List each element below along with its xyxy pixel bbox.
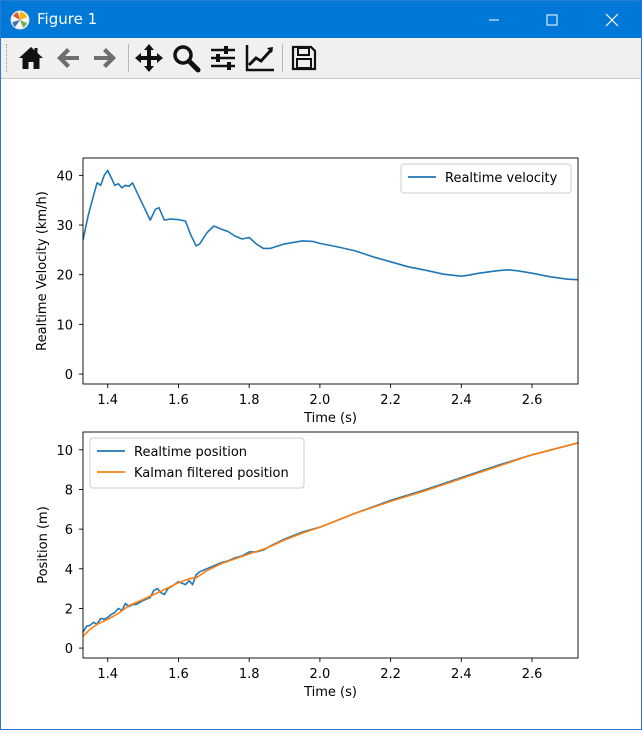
y-tick-label: 40: [56, 169, 73, 184]
y-tick-label: 30: [56, 219, 73, 234]
axes-frame: [82, 431, 579, 659]
edit-axis-icon: [245, 45, 274, 72]
series-line-kalman-filtered-position: [83, 442, 578, 637]
x-tick-label: 2.4: [451, 667, 472, 682]
x-axis-label: Time (s): [303, 685, 357, 700]
pan-button[interactable]: [133, 42, 165, 74]
maximize-button[interactable]: [529, 1, 575, 38]
pan-icon: [135, 44, 163, 72]
legend-label: Realtime position: [134, 445, 247, 460]
back-arrow-icon: [57, 48, 79, 68]
x-tick-label: 2.6: [522, 393, 543, 408]
series-line-realtime-velocity: [83, 169, 578, 281]
toolbar-separator: [128, 44, 129, 72]
home-button[interactable]: [15, 42, 47, 74]
x-tick-label: 1.6: [168, 667, 189, 682]
y-tick-label: 20: [56, 269, 73, 284]
toolbar-separator: [282, 44, 283, 72]
y-tick-label: 10: [56, 318, 73, 333]
x-tick-label: 2.4: [451, 393, 472, 408]
matplotlib-app-icon: [10, 10, 30, 30]
y-axis-label: Realtime Velocity (km/h): [35, 191, 50, 351]
window-title: Figure 1: [37, 10, 98, 28]
edit-axis-button[interactable]: [244, 42, 276, 74]
y-tick-label: 8: [65, 483, 73, 498]
legend-box: [89, 437, 305, 489]
legend-label: Kalman filtered position: [134, 466, 289, 481]
y-tick-label: 0: [65, 642, 73, 657]
maximize-icon: [546, 14, 558, 25]
minimize-icon: [489, 19, 499, 20]
y-tick-label: 2: [65, 602, 73, 617]
back-button[interactable]: [52, 42, 84, 74]
legend-label: Realtime velocity: [445, 171, 558, 186]
zoom-icon: [173, 45, 201, 73]
minimize-button[interactable]: [471, 1, 517, 38]
x-tick-label: 1.8: [239, 667, 260, 682]
forward-button[interactable]: [89, 42, 121, 74]
x-axis-label: Time (s): [303, 411, 357, 426]
forward-arrow-icon: [94, 48, 116, 68]
x-tick-label: 2.0: [310, 393, 331, 408]
series-line-realtime-position: [83, 442, 578, 633]
y-axis-label: Position (m): [36, 506, 51, 584]
x-tick-label: 1.8: [239, 393, 260, 408]
x-tick-label: 2.2: [380, 393, 401, 408]
y-tick-label: 10: [56, 444, 73, 459]
configure-subplots-button[interactable]: [207, 42, 239, 74]
x-tick-label: 1.6: [168, 393, 189, 408]
x-tick-label: 2.6: [522, 667, 543, 682]
configure-subplots-icon: [211, 46, 235, 70]
x-tick-label: 2.2: [380, 667, 401, 682]
axes-frame: [82, 157, 579, 385]
figure-canvas[interactable]: 1.4 1.6 1.8 2.0 2.2 2.4 2.6 0 10 20 30 40 Time (s) Re…: [1, 79, 641, 729]
save-button[interactable]: [288, 42, 320, 74]
save-icon: [291, 45, 317, 71]
close-button[interactable]: [589, 1, 635, 38]
y-tick-label: 0: [65, 368, 73, 383]
close-icon: [605, 13, 619, 26]
y-tick-label: 4: [65, 563, 73, 578]
x-tick-label: 1.4: [97, 667, 118, 682]
home-icon: [19, 47, 43, 69]
y-tick-label: 6: [65, 523, 73, 538]
zoom-button[interactable]: [170, 42, 202, 74]
title-bar[interactable]: Figure 1: [1, 1, 641, 38]
toolbar-grip[interactable]: [6, 44, 9, 72]
legend-box: [400, 163, 572, 194]
navigation-toolbar: [1, 38, 641, 79]
x-tick-label: 1.4: [97, 393, 118, 408]
x-tick-label: 2.0: [310, 667, 331, 682]
